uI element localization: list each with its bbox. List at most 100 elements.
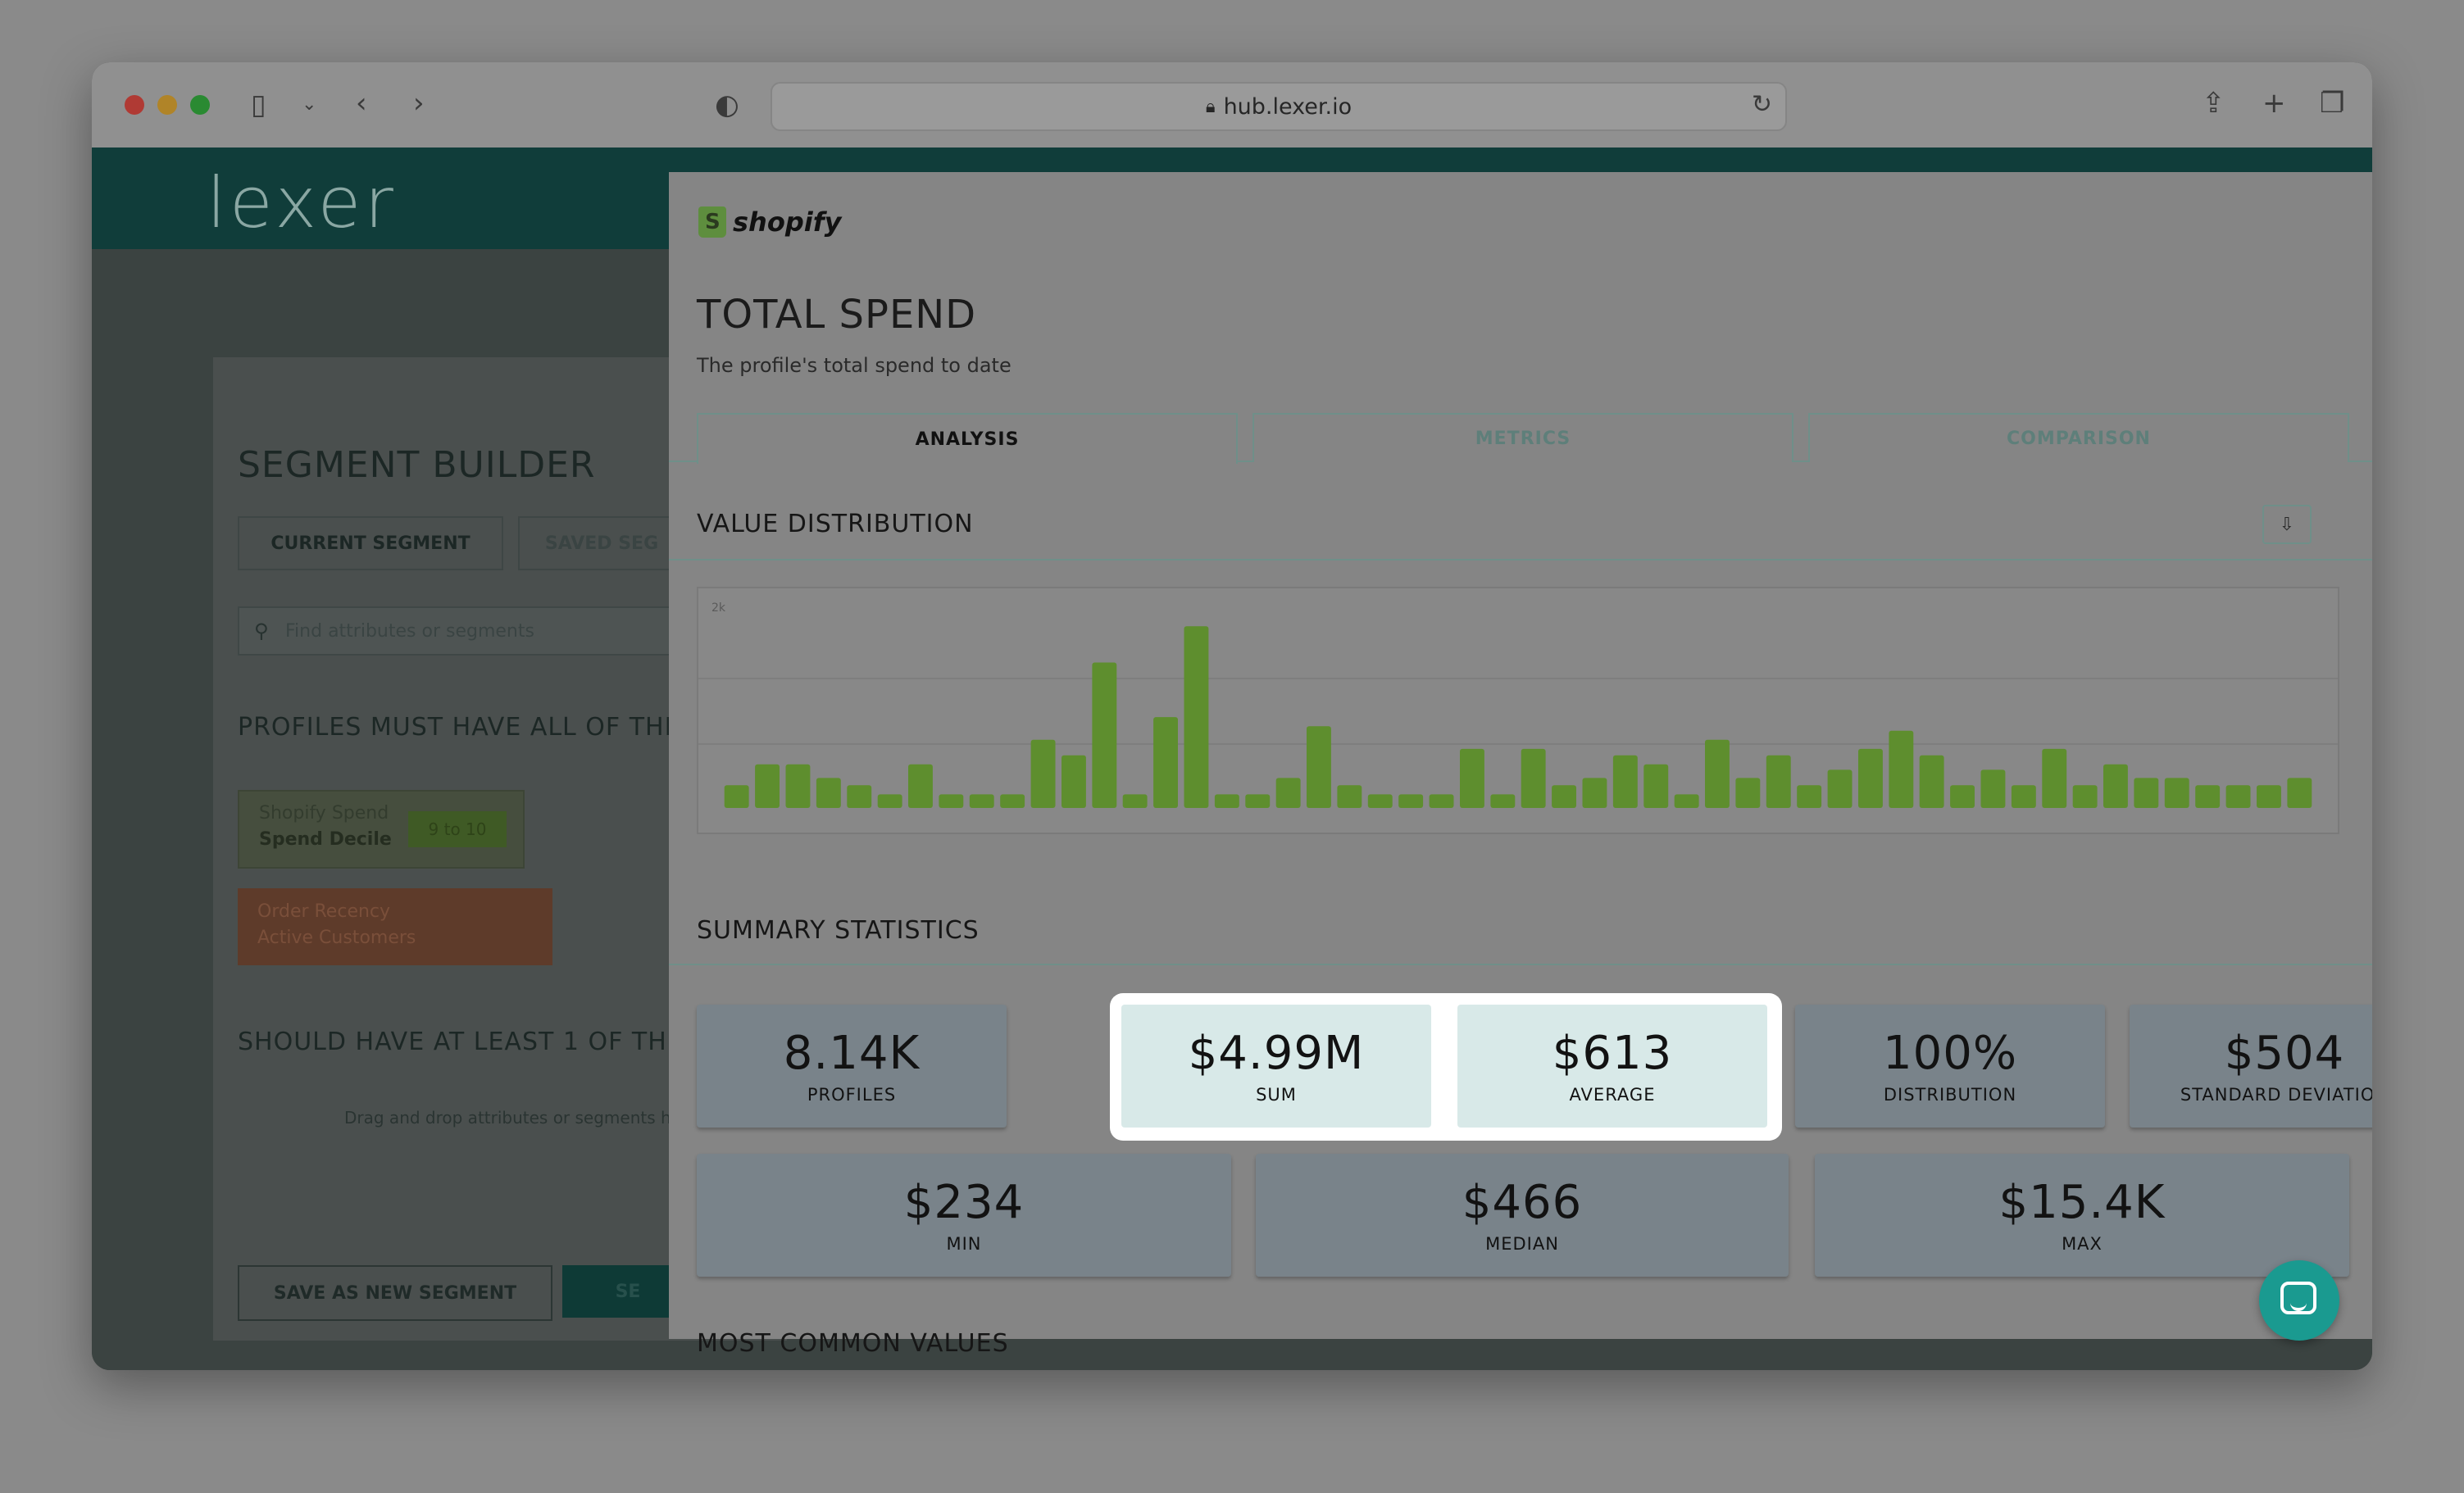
histogram-bar — [2042, 748, 2067, 808]
tab-comparison[interactable]: COMPARISON — [1808, 413, 2349, 462]
histogram-bar — [1307, 726, 1331, 808]
browser-window: ▯ ⌄ ‹ › ◐ 🔒︎ hub.lexer.io ↻ ⇪ + ❐ lexer … — [92, 62, 2372, 1370]
stat-value: $234 — [903, 1176, 1025, 1229]
minimize-window-button[interactable] — [157, 95, 177, 115]
histogram-bar — [939, 794, 964, 808]
section-divider — [669, 559, 2372, 560]
drop-zone-hint: Drag and drop attributes or segments her… — [344, 1108, 698, 1128]
histogram-bar — [1214, 794, 1239, 808]
histogram-bar — [1919, 755, 1944, 808]
order-recency-chip[interactable]: Order Recency Active Customers — [238, 888, 552, 965]
stat-label: SUM — [1256, 1085, 1297, 1105]
histogram-bar — [1858, 748, 1883, 808]
histogram-bar — [2134, 778, 2159, 808]
stat-label: AVERAGE — [1569, 1085, 1656, 1105]
histogram-bar — [1582, 778, 1607, 808]
histogram-bar — [1889, 730, 1914, 808]
stat-label: MIN — [946, 1234, 982, 1254]
tab-analysis[interactable]: ANALYSIS — [697, 413, 1238, 464]
histogram-bar — [1950, 785, 1975, 808]
search-placeholder: Find attributes or segments — [285, 620, 534, 642]
y-tick-label: 2k — [711, 601, 726, 615]
value-distribution-title: VALUE DISTRIBUTION — [697, 510, 974, 538]
summary-statistics-title: SUMMARY STATISTICS — [697, 916, 980, 945]
histogram-bar — [1000, 794, 1025, 808]
histogram-bar — [1490, 794, 1516, 808]
histogram-bar — [877, 794, 902, 808]
shield-icon[interactable]: ◐ — [715, 88, 739, 121]
histogram-bar — [2225, 785, 2251, 808]
tab-current-segment[interactable]: CURRENT SEGMENT — [238, 516, 503, 570]
stat-value: 8.14K — [783, 1027, 921, 1080]
must-have-heading: PROFILES MUST HAVE ALL OF THESE — [238, 713, 714, 742]
histogram-bar — [908, 764, 933, 808]
share-icon[interactable]: ⇪ — [2202, 87, 2225, 120]
download-chart-button[interactable]: ⇩ — [2262, 505, 2312, 544]
stat-label: STANDARD DEVIATION — [2180, 1085, 2372, 1105]
save-as-new-segment-button[interactable]: SAVE AS NEW SEGMENT — [238, 1265, 552, 1321]
chip-source: Order Recency — [257, 901, 391, 922]
modal-subtitle: The profile's total spend to date — [697, 354, 1012, 377]
forward-icon[interactable]: › — [413, 87, 425, 120]
chip-attribute: Active Customers — [257, 928, 416, 948]
histogram-bar — [1337, 785, 1362, 808]
maximize-window-button[interactable] — [190, 95, 210, 115]
tab-overview-icon[interactable]: ❐ — [2320, 87, 2345, 120]
shopify-bag-icon — [698, 206, 726, 238]
chat-launcher-button[interactable] — [2259, 1260, 2339, 1341]
new-tab-icon[interactable]: + — [2262, 87, 2286, 120]
histogram-bar — [2164, 778, 2189, 808]
sidebar-toggle-icon[interactable]: ▯ — [251, 88, 266, 121]
stat-profiles: 8.14K PROFILES — [697, 1005, 1007, 1128]
shopify-logo: shopify — [698, 206, 841, 238]
histogram-bar — [969, 794, 994, 808]
histogram-bar — [1429, 794, 1454, 808]
histogram-bar — [1705, 739, 1730, 808]
stat-median: $466 MEDIAN — [1256, 1154, 1789, 1277]
stat-standard-deviation: $504 STANDARD DEVIATION — [2130, 1005, 2372, 1128]
stat-value: $15.4K — [1998, 1176, 2166, 1229]
histogram-bar — [2072, 785, 2098, 808]
histogram-bar — [2103, 764, 2128, 808]
histogram-bar — [1735, 778, 1761, 808]
stat-label: PROFILES — [807, 1085, 897, 1105]
stat-min: $234 MIN — [697, 1154, 1231, 1277]
back-icon[interactable]: ‹ — [356, 87, 367, 120]
chevron-down-icon[interactable]: ⌄ — [302, 94, 317, 115]
close-window-button[interactable] — [125, 95, 144, 115]
histogram-bar — [2257, 785, 2281, 808]
chip-attribute: Spend Decile — [259, 829, 392, 850]
histogram-bar — [755, 764, 780, 808]
chat-icon — [2280, 1282, 2316, 1314]
histogram-bar — [1643, 764, 1669, 808]
histogram-bar — [1153, 717, 1178, 808]
histogram-bar — [1766, 755, 1791, 808]
stat-distribution: 100% DISTRIBUTION — [1795, 1005, 2105, 1128]
stat-label: MEDIAN — [1485, 1234, 1559, 1254]
stat-value: $613 — [1552, 1027, 1673, 1080]
histogram-bar — [1275, 778, 1301, 808]
attribute-detail-modal: shopify TOTAL SPEND The profile's total … — [669, 172, 2372, 1358]
stat-value: 100% — [1882, 1027, 2018, 1080]
reload-icon[interactable]: ↻ — [1751, 90, 1772, 119]
histogram-bar — [1092, 662, 1117, 808]
lock-icon: 🔒︎ — [1205, 96, 1216, 117]
histogram-bar — [2287, 778, 2312, 808]
histogram-bar — [724, 785, 749, 808]
shopify-wordmark: shopify — [733, 206, 842, 238]
stat-max: $15.4K MAX — [1815, 1154, 2349, 1277]
chip-source: Shopify Spend — [259, 803, 389, 824]
stat-average: $613 AVERAGE — [1457, 1005, 1767, 1128]
tab-metrics[interactable]: METRICS — [1252, 413, 1793, 462]
histogram-bar — [1980, 769, 2006, 808]
tab-saved-segments[interactable]: SAVED SEG — [518, 516, 685, 570]
histogram-bar — [1030, 739, 1056, 808]
shopify-spend-chip[interactable]: Shopify Spend Spend Decile 9 to 10 — [238, 790, 525, 869]
stat-value: $466 — [1462, 1176, 1583, 1229]
histogram-bar — [2011, 785, 2036, 808]
address-bar[interactable]: 🔒︎ hub.lexer.io ↻ — [771, 82, 1787, 131]
histogram-bar — [816, 778, 841, 808]
histogram-bar — [1797, 785, 1822, 808]
url-text: hub.lexer.io — [1223, 93, 1352, 120]
search-icon: ⚲ — [254, 619, 269, 642]
